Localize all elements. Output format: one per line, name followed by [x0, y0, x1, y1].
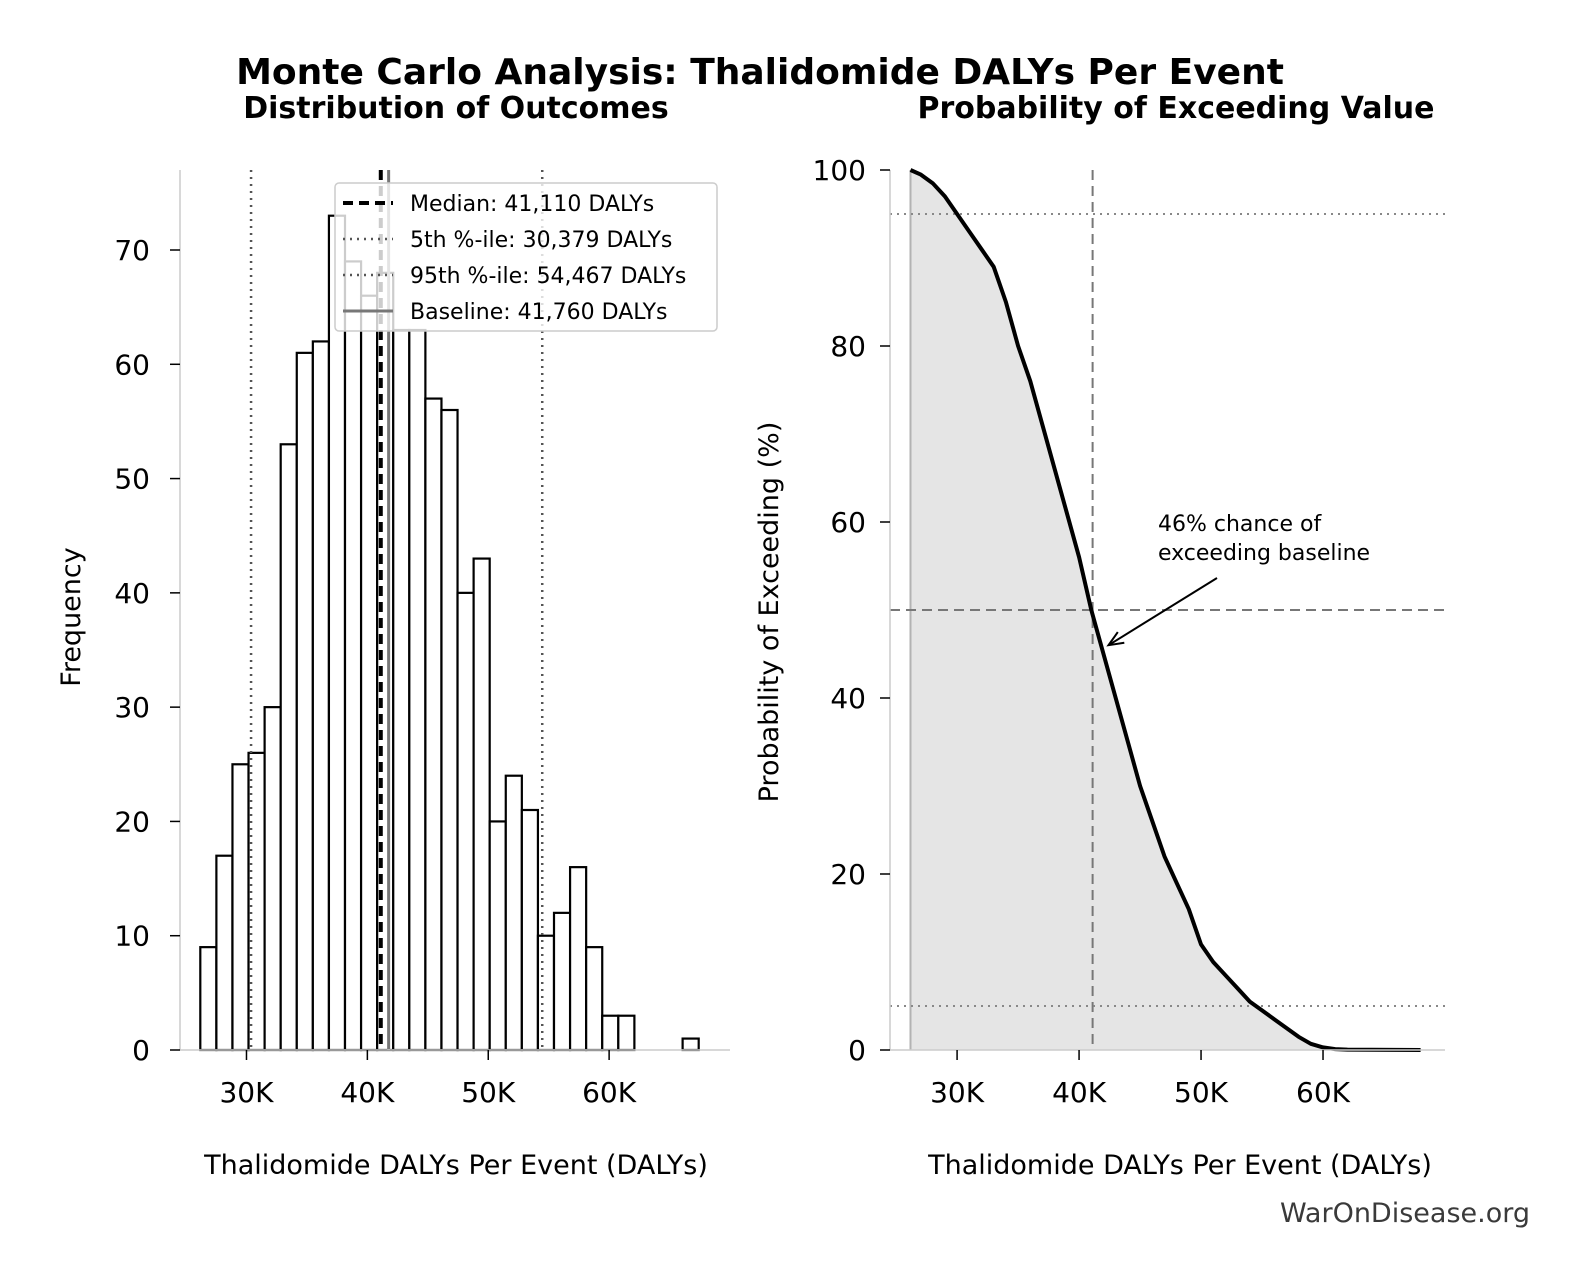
annotation-arrow-shaft	[1108, 577, 1218, 647]
legend-entry-label: Median: 41,110 DALYs	[410, 192, 654, 217]
histogram-bar	[279, 443, 298, 1052]
exceedance-x-tick-label: 40K	[1052, 1076, 1107, 1109]
exceedance-y-tick-label: 100	[813, 154, 866, 187]
histogram-axes: 0 10 20 30 40 50 60 70 30K 40K 50K 60K	[114, 170, 730, 1109]
histogram-bar	[536, 934, 556, 1052]
exceedance-x-axis-label: Thalidomide DALYs Per Event (DALYs)	[927, 1150, 1432, 1181]
exceedance-x-tick-label: 50K	[1174, 1076, 1229, 1109]
exceedance-y-tick-label: 60	[830, 506, 866, 539]
histogram-bar	[392, 328, 411, 1052]
legend-box	[334, 182, 718, 332]
legend-entry-label: Baseline: 41,760 DALYs	[410, 300, 668, 325]
histogram-y-axis-label: Frequency	[56, 547, 87, 687]
exceedance-annotation: 46% chance of exceeding baseline	[1106, 512, 1370, 647]
annotation-text-line-1: 46% chance of	[1158, 512, 1322, 537]
histogram-bar	[199, 946, 218, 1052]
histogram-bar	[424, 397, 443, 1052]
legend-entry-label: 5th %-ile: 30,379 DALYs	[410, 228, 672, 253]
histogram-bar	[440, 408, 459, 1052]
exceedance-y-tick-label: 20	[830, 858, 866, 891]
histogram-bar	[568, 866, 588, 1052]
histogram-bar	[456, 591, 475, 1052]
histogram-bar	[408, 328, 427, 1052]
histogram-bar	[617, 1014, 636, 1052]
histogram-bar	[520, 808, 540, 1052]
figure-title: Monte Carlo Analysis: Thalidomide DALYs …	[236, 52, 1284, 93]
histogram-bar	[552, 911, 572, 1052]
exceedance-panel: Probability of Exceeding Value 0 20 40 60 80…	[754, 91, 1445, 1181]
histogram-bar	[263, 706, 282, 1052]
histogram-y-tick-label: 20	[114, 805, 150, 838]
histogram-legend: Median: 41,110 DALYs 5th %-ile: 30,379 DA…	[334, 182, 718, 332]
histogram-x-axis-label: Thalidomide DALYs Per Event (DALYs)	[203, 1150, 708, 1181]
exceedance-line	[909, 168, 1421, 1052]
histogram-y-tick-label: 60	[114, 348, 150, 381]
histogram-x-tick-label: 50K	[461, 1076, 516, 1109]
watermark: WarOnDisease.org	[1280, 1198, 1530, 1229]
histogram-title: Distribution of Outcomes	[243, 91, 669, 126]
histogram-bar	[247, 751, 266, 1052]
exceedance-x-tick-label: 30K	[930, 1076, 985, 1109]
exceedance-y-tick-label: 40	[830, 682, 866, 715]
histogram-bar	[504, 774, 523, 1052]
histogram-bar	[215, 854, 234, 1052]
histogram-bar	[359, 294, 379, 1052]
histogram-bar	[472, 557, 491, 1052]
exceedance-x-tick-label: 60K	[1296, 1076, 1351, 1109]
histogram-bar	[681, 1037, 700, 1052]
histogram-panel: Distribution of Outcomes 0 10 20 30 40 50 60 70…	[56, 91, 730, 1181]
exceedance-y-tick-label: 80	[830, 330, 866, 363]
annotation-arrow-head	[1106, 631, 1125, 647]
histogram-bar	[343, 260, 363, 1052]
legend-entry-label: 95th %-ile: 54,467 DALYs	[410, 264, 686, 289]
histogram-x-tick-label: 60K	[582, 1076, 637, 1109]
histogram-bar	[601, 1014, 620, 1052]
histogram-bar	[311, 340, 331, 1052]
histogram-y-tick-label: 40	[114, 577, 150, 610]
histogram-y-tick-label: 30	[114, 691, 150, 724]
histogram-y-tick-label: 10	[114, 920, 150, 953]
histogram-y-tick-label: 0	[132, 1034, 150, 1067]
histogram-y-tick-label: 70	[114, 234, 150, 267]
exceedance-area	[910, 170, 1421, 1050]
histogram-bar	[295, 351, 314, 1052]
histogram-bar	[376, 271, 395, 1052]
histogram-bar	[327, 214, 347, 1052]
exceedance-axes: 0 20 40 60 80 100 30K 40K 50K 60K	[813, 154, 1445, 1109]
exceedance-y-axis-label: Probability of Exceeding (%)	[754, 422, 785, 803]
exceedance-y-tick-label: 0	[848, 1034, 866, 1067]
histogram-bars	[199, 214, 700, 1052]
histogram-x-tick-label: 40K	[340, 1076, 395, 1109]
histogram-bar	[585, 946, 604, 1052]
histogram-x-tick-label: 30K	[219, 1076, 274, 1109]
exceedance-title: Probability of Exceeding Value	[917, 91, 1434, 126]
histogram-bar	[231, 763, 250, 1052]
histogram-bar	[488, 820, 507, 1052]
histogram-y-tick-label: 50	[114, 463, 150, 496]
annotation-text-line-2: exceeding baseline	[1158, 541, 1370, 566]
